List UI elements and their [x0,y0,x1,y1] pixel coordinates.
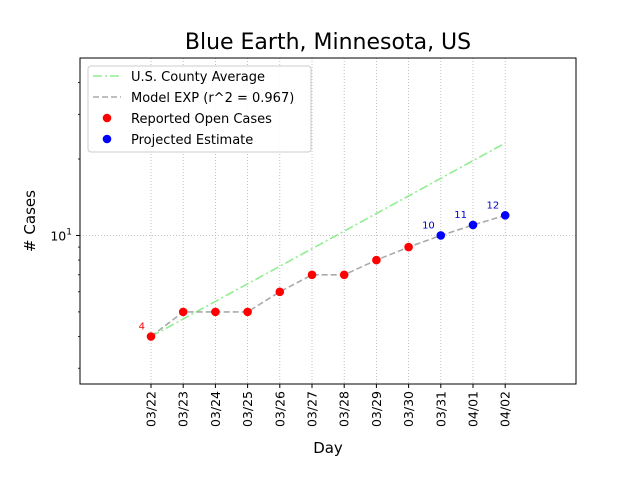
legend-label-reported-open-cases: Reported Open Cases [131,112,272,127]
series-layer [150,142,506,338]
u-s-county-average-line [150,142,506,338]
reported-open-cases-marker [178,307,188,317]
legend-swatch-reported-open-cases [102,113,112,123]
x-tick-label: 04/01 [466,391,481,427]
markers-layer [146,211,510,341]
reported-open-cases-marker [243,307,252,317]
y-axis: 101 [50,82,80,369]
data-label: 11 [454,210,467,221]
x-tick-label: 03/24 [208,391,223,427]
legend-label-model-exp-r-2-0-967: Model EXP (r^2 = 0.967) [131,91,294,106]
data-label: 4 [139,321,145,332]
y-tick-label: 101 [50,227,72,243]
reported-open-cases-marker [146,332,156,341]
legend-label-u-s-county-average: U.S. County Average [131,70,265,85]
reported-open-cases-marker [339,270,349,280]
reported-open-cases-marker [404,242,413,252]
projected-estimate-marker [468,220,478,230]
x-tick-label: 03/22 [144,391,159,427]
x-tick-label: 03/31 [433,391,448,427]
legend: U.S. County Average Model EXP (r^2 = 0.96… [87,65,312,153]
data-label: 12 [486,200,499,211]
legend-box [87,65,312,153]
plot-frame [79,57,577,385]
x-tick-label: 03/29 [369,391,384,427]
legend-label-projected-estimate: Projected Estimate [131,133,253,148]
x-tick-label: 03/28 [337,391,352,427]
reported-open-cases-marker [275,287,285,297]
projected-estimate-marker [500,211,510,220]
reported-open-cases-marker [307,270,317,280]
x-tick-label: 04/02 [498,391,513,427]
x-axis: 03/22 03/23 03/24 03/25 03/26 03/27 03/28 03/29… [144,384,513,427]
reported-open-cases-marker [372,255,381,265]
reported-open-cases-marker [211,307,220,317]
data-labels-layer: 4 10 11 12 [139,200,500,332]
x-tick-label: 03/30 [401,391,416,427]
model-exp-r-2-0-967-line [150,214,506,338]
legend-swatch-projected-estimate [102,134,112,144]
chart-title: Blue Earth, Minnesota, US [185,30,471,55]
x-tick-label: 03/25 [240,391,255,427]
projected-estimate-marker [436,231,446,240]
data-label: 10 [422,220,435,231]
x-axis-label: Day [313,439,343,457]
x-tick-label: 03/23 [176,391,191,427]
x-tick-label: 03/27 [305,391,320,427]
y-axis-label: # Cases [21,190,39,252]
x-tick-label: 03/26 [272,391,287,427]
